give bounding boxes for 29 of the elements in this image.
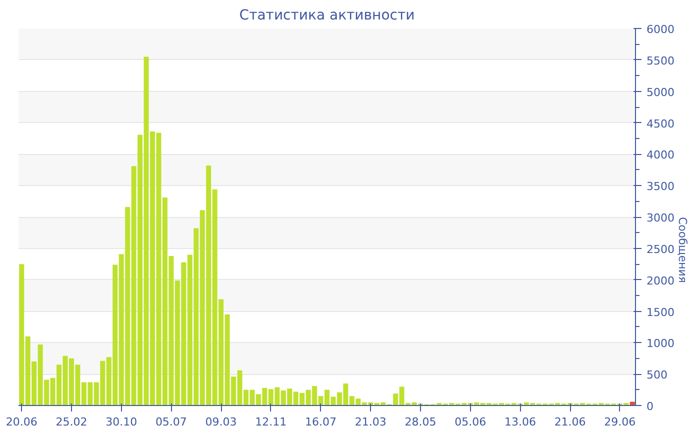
y-tick-label: 0 bbox=[646, 400, 654, 413]
y-tick-label: 500 bbox=[646, 368, 668, 382]
y-tick-label: 2500 bbox=[646, 242, 674, 256]
y-tick-label: 4500 bbox=[646, 117, 674, 130]
x-tick-label: 05.06 bbox=[454, 416, 486, 428]
x-tick-label: 20.06 bbox=[6, 416, 38, 428]
y-tick-label: 6000 bbox=[646, 23, 674, 36]
y-tick-label: 1500 bbox=[646, 306, 674, 319]
bar bbox=[630, 402, 635, 406]
chart-title: Статистика активности bbox=[239, 8, 415, 24]
x-tick-label: 30.10 bbox=[106, 416, 138, 428]
y-axis-title: Сообщения bbox=[676, 217, 689, 284]
y-tick-label: 1000 bbox=[646, 337, 674, 350]
x-tick-label: 29.06 bbox=[604, 416, 636, 428]
y-tick-label: 4000 bbox=[646, 148, 674, 162]
y-tick-label: 3500 bbox=[646, 180, 674, 194]
y-tick-label: 5000 bbox=[646, 86, 674, 99]
x-tick-label: 12.11 bbox=[255, 416, 287, 428]
x-tick-label: 28.05 bbox=[404, 416, 436, 428]
x-tick-label: 21.06 bbox=[554, 416, 586, 428]
x-tick-label: 16.07 bbox=[305, 416, 337, 428]
x-tick-label: 09.03 bbox=[205, 416, 237, 428]
x-tick-label: 13.06 bbox=[504, 416, 536, 428]
y-tick-label: 3000 bbox=[646, 212, 674, 224]
x-tick-label: 05.07 bbox=[155, 416, 187, 428]
y-tick-label: 2000 bbox=[646, 274, 674, 288]
y-tick-label: 5500 bbox=[646, 54, 674, 68]
x-tick-label: 25.02 bbox=[56, 416, 88, 428]
x-tick-label: 21.03 bbox=[354, 416, 386, 428]
